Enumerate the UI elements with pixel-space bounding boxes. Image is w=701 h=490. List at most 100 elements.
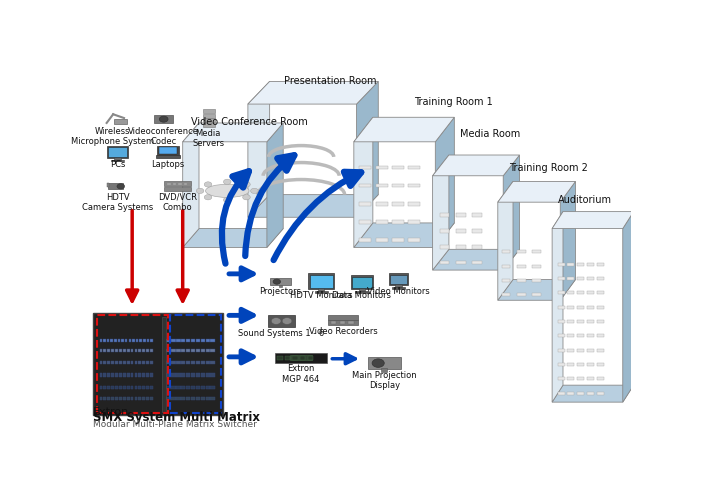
Circle shape (372, 359, 384, 368)
Polygon shape (354, 117, 373, 247)
Bar (308, 273, 334, 289)
Bar (196, 361, 200, 365)
Bar (567, 392, 574, 394)
Bar (352, 276, 372, 288)
Bar (171, 373, 176, 377)
Bar (567, 263, 574, 266)
Bar (146, 361, 149, 365)
Bar (146, 386, 149, 389)
Bar (166, 339, 171, 342)
Bar (181, 339, 186, 342)
Bar (408, 166, 420, 170)
Bar (130, 386, 133, 389)
Bar (119, 397, 122, 400)
Bar (108, 147, 127, 156)
Bar (171, 386, 176, 389)
Bar (278, 285, 283, 287)
Polygon shape (498, 181, 576, 202)
Bar (97, 316, 168, 413)
Bar (196, 373, 200, 377)
Bar (111, 386, 114, 389)
Bar (275, 353, 327, 363)
Bar (176, 339, 181, 342)
Bar (290, 355, 312, 360)
Polygon shape (183, 228, 283, 247)
Bar (123, 349, 125, 352)
Bar (104, 361, 107, 365)
Bar (557, 334, 564, 337)
Bar (181, 397, 186, 400)
Bar (115, 349, 118, 352)
Bar (577, 277, 584, 280)
Bar (557, 392, 564, 394)
Bar (567, 277, 574, 280)
Bar (210, 373, 215, 377)
Bar (310, 274, 333, 288)
Bar (111, 160, 124, 161)
Bar (176, 397, 181, 400)
Bar (597, 277, 604, 280)
Text: Sound Systems 1 - 6: Sound Systems 1 - 6 (238, 329, 325, 338)
Circle shape (159, 116, 168, 122)
Text: Wireless
Microphone System: Wireless Microphone System (71, 127, 154, 146)
Bar (587, 306, 594, 309)
Bar (268, 316, 295, 327)
Bar (107, 349, 110, 352)
Text: Video Monitors: Video Monitors (367, 287, 430, 296)
Bar (200, 397, 205, 400)
Bar (557, 277, 564, 280)
Bar (168, 183, 171, 185)
Bar (597, 263, 604, 266)
Bar (186, 386, 190, 389)
Bar (107, 146, 128, 158)
Bar (130, 349, 133, 352)
Bar (210, 386, 215, 389)
Polygon shape (267, 123, 283, 247)
Text: PCs: PCs (110, 160, 125, 169)
Bar (150, 397, 153, 400)
Bar (271, 278, 291, 285)
Bar (191, 373, 195, 377)
Bar (203, 109, 215, 113)
Bar (142, 361, 145, 365)
Bar (597, 291, 604, 294)
Polygon shape (552, 385, 634, 402)
Bar (390, 274, 407, 284)
Bar (587, 334, 594, 337)
Text: Training Room 2: Training Room 2 (509, 163, 587, 172)
Bar (119, 361, 122, 365)
Bar (502, 265, 510, 268)
Bar (517, 265, 526, 268)
Bar (138, 397, 141, 400)
Bar (328, 315, 358, 319)
Bar (328, 320, 358, 325)
Polygon shape (354, 117, 454, 142)
Bar (456, 261, 465, 265)
Bar (300, 356, 306, 360)
Bar (597, 363, 604, 366)
Bar (186, 397, 190, 400)
Bar (154, 115, 173, 123)
Bar (376, 220, 388, 223)
Text: Auditorium: Auditorium (557, 195, 611, 205)
Bar (107, 386, 110, 389)
Text: Media Room: Media Room (460, 128, 520, 139)
Bar (146, 349, 149, 352)
Bar (196, 397, 200, 400)
Bar (186, 373, 190, 377)
Bar (285, 356, 290, 360)
Bar (100, 339, 102, 342)
Bar (114, 157, 121, 161)
Polygon shape (248, 81, 379, 104)
Bar (557, 320, 564, 323)
Bar (355, 291, 369, 293)
Bar (196, 386, 200, 389)
Bar (184, 183, 187, 185)
Bar (114, 339, 116, 342)
Bar (577, 291, 584, 294)
Bar (142, 373, 145, 377)
Polygon shape (183, 123, 199, 247)
Text: HDTV Monitors: HDTV Monitors (290, 291, 353, 300)
Bar (376, 202, 388, 206)
Bar (171, 339, 176, 342)
